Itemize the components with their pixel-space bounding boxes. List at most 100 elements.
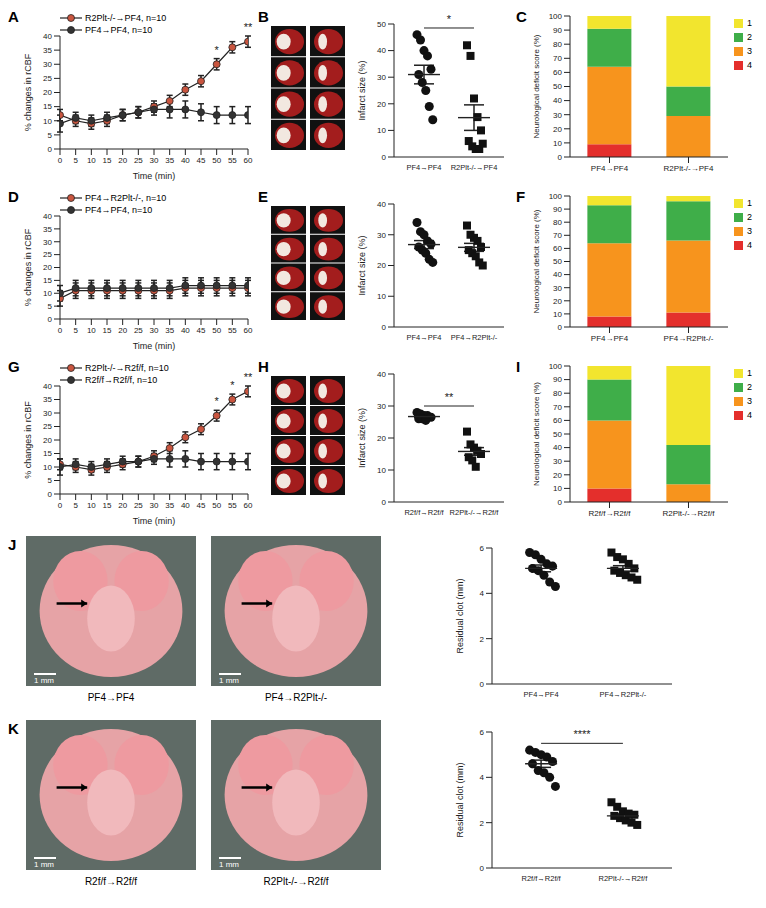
svg-text:PF4→PF4: PF4→PF4 [591,164,629,173]
svg-text:30: 30 [377,231,386,240]
svg-text:35: 35 [165,501,174,510]
svg-text:Neurological deficit score (%): Neurological deficit score (%) [532,382,541,486]
svg-text:50: 50 [553,82,562,91]
svg-text:40: 40 [181,501,190,510]
svg-text:0: 0 [558,323,563,332]
svg-text:15: 15 [43,449,52,458]
svg-text:50: 50 [212,326,221,335]
svg-text:35: 35 [43,46,52,55]
svg-text:60: 60 [244,326,253,335]
svg-text:0: 0 [480,864,485,873]
svg-text:R2Plt-/-→PF4: R2Plt-/-→PF4 [451,163,498,172]
svg-text:50: 50 [212,501,221,510]
svg-text:10: 10 [43,289,52,298]
svg-text:30: 30 [150,501,159,510]
svg-text:25: 25 [43,74,52,83]
svg-text:40: 40 [377,46,386,55]
svg-text:60: 60 [553,244,562,253]
svg-text:PF4→R2Plt-/-: PF4→R2Plt-/- [664,334,714,343]
svg-text:35: 35 [43,395,52,404]
svg-text:35: 35 [165,156,174,165]
svg-text:R2Plt-/-→PF4: R2Plt-/-→PF4 [664,164,714,173]
svg-text:30: 30 [43,409,52,418]
svg-text:15: 15 [43,276,52,285]
svg-text:Time (min): Time (min) [133,171,176,181]
svg-text:40: 40 [181,326,190,335]
svg-text:10: 10 [43,117,52,126]
svg-text:% changes in rCBF: % changes in rCBF [23,228,33,306]
svg-text:20: 20 [553,125,562,134]
svg-text:5: 5 [73,156,78,165]
svg-text:R2Plt-/-→R2f/f: R2Plt-/-→R2f/f [450,508,500,517]
svg-text:80: 80 [553,40,562,49]
svg-text:25: 25 [43,422,52,431]
svg-text:45: 45 [197,501,206,510]
svg-text:10: 10 [87,501,96,510]
svg-text:R2f/f→R2f/f: R2f/f→R2f/f [404,508,444,517]
svg-text:60: 60 [244,501,253,510]
svg-text:0: 0 [48,145,53,154]
svg-text:2: 2 [480,635,485,644]
svg-text:10: 10 [553,310,562,319]
svg-text:30: 30 [43,60,52,69]
svg-text:40: 40 [181,156,190,165]
svg-text:20: 20 [553,297,562,306]
svg-text:40: 40 [553,96,562,105]
svg-text:R2Plt-/-→R2f/f: R2Plt-/-→R2f/f [599,874,649,883]
svg-text:60: 60 [244,156,253,165]
svg-text:40: 40 [43,32,52,41]
svg-text:30: 30 [553,457,562,466]
svg-text:Residual clot (mm): Residual clot (mm) [455,578,465,653]
svg-text:10: 10 [87,156,96,165]
svg-text:20: 20 [43,436,52,445]
svg-text:70: 70 [553,403,562,412]
svg-text:0: 0 [58,501,63,510]
svg-text:0: 0 [58,326,63,335]
svg-text:20: 20 [118,501,127,510]
svg-text:90: 90 [553,205,562,214]
svg-text:10: 10 [377,292,386,301]
svg-text:0: 0 [48,490,53,499]
svg-text:25: 25 [134,326,143,335]
svg-text:35: 35 [165,326,174,335]
svg-text:*: * [215,395,220,407]
svg-text:20: 20 [118,326,127,335]
svg-text:0: 0 [48,315,53,324]
svg-text:0: 0 [382,153,387,162]
svg-text:**: ** [445,391,454,403]
svg-text:100: 100 [549,192,563,201]
svg-text:0: 0 [382,498,387,507]
svg-text:25: 25 [134,501,143,510]
svg-text:45: 45 [197,326,206,335]
svg-text:Residual clot (mm): Residual clot (mm) [455,762,465,837]
svg-text:6: 6 [480,544,485,553]
svg-text:90: 90 [553,375,562,384]
svg-text:50: 50 [553,257,562,266]
svg-text:25: 25 [43,250,52,259]
svg-text:Infarct size (%): Infarct size (%) [357,60,367,120]
svg-text:Infarct size (%): Infarct size (%) [357,235,367,295]
svg-text:**: ** [244,21,253,33]
svg-text:30: 30 [377,73,386,82]
svg-text:80: 80 [553,218,562,227]
svg-text:5: 5 [48,302,53,311]
svg-text:% changes in rCBF: % changes in rCBF [23,401,33,479]
svg-text:PF4→PF4: PF4→PF4 [406,333,441,342]
svg-text:6: 6 [480,728,485,737]
svg-text:50: 50 [212,156,221,165]
svg-text:% changes in rCBF: % changes in rCBF [23,53,33,131]
svg-text:R2Plt-/-→R2f/f: R2Plt-/-→R2f/f [662,509,715,518]
svg-text:0: 0 [558,498,563,507]
svg-text:55: 55 [228,326,237,335]
svg-text:5: 5 [48,131,53,140]
svg-text:35: 35 [43,225,52,234]
svg-text:40: 40 [377,370,386,379]
svg-text:15: 15 [43,102,52,111]
svg-text:1 mm: 1 mm [34,860,54,869]
svg-text:0: 0 [58,156,63,165]
svg-text:PF4→R2Plt-/-: PF4→R2Plt-/- [451,333,498,342]
svg-text:60: 60 [553,68,562,77]
svg-text:0: 0 [558,153,563,162]
svg-text:30: 30 [553,284,562,293]
svg-text:10: 10 [377,126,386,135]
